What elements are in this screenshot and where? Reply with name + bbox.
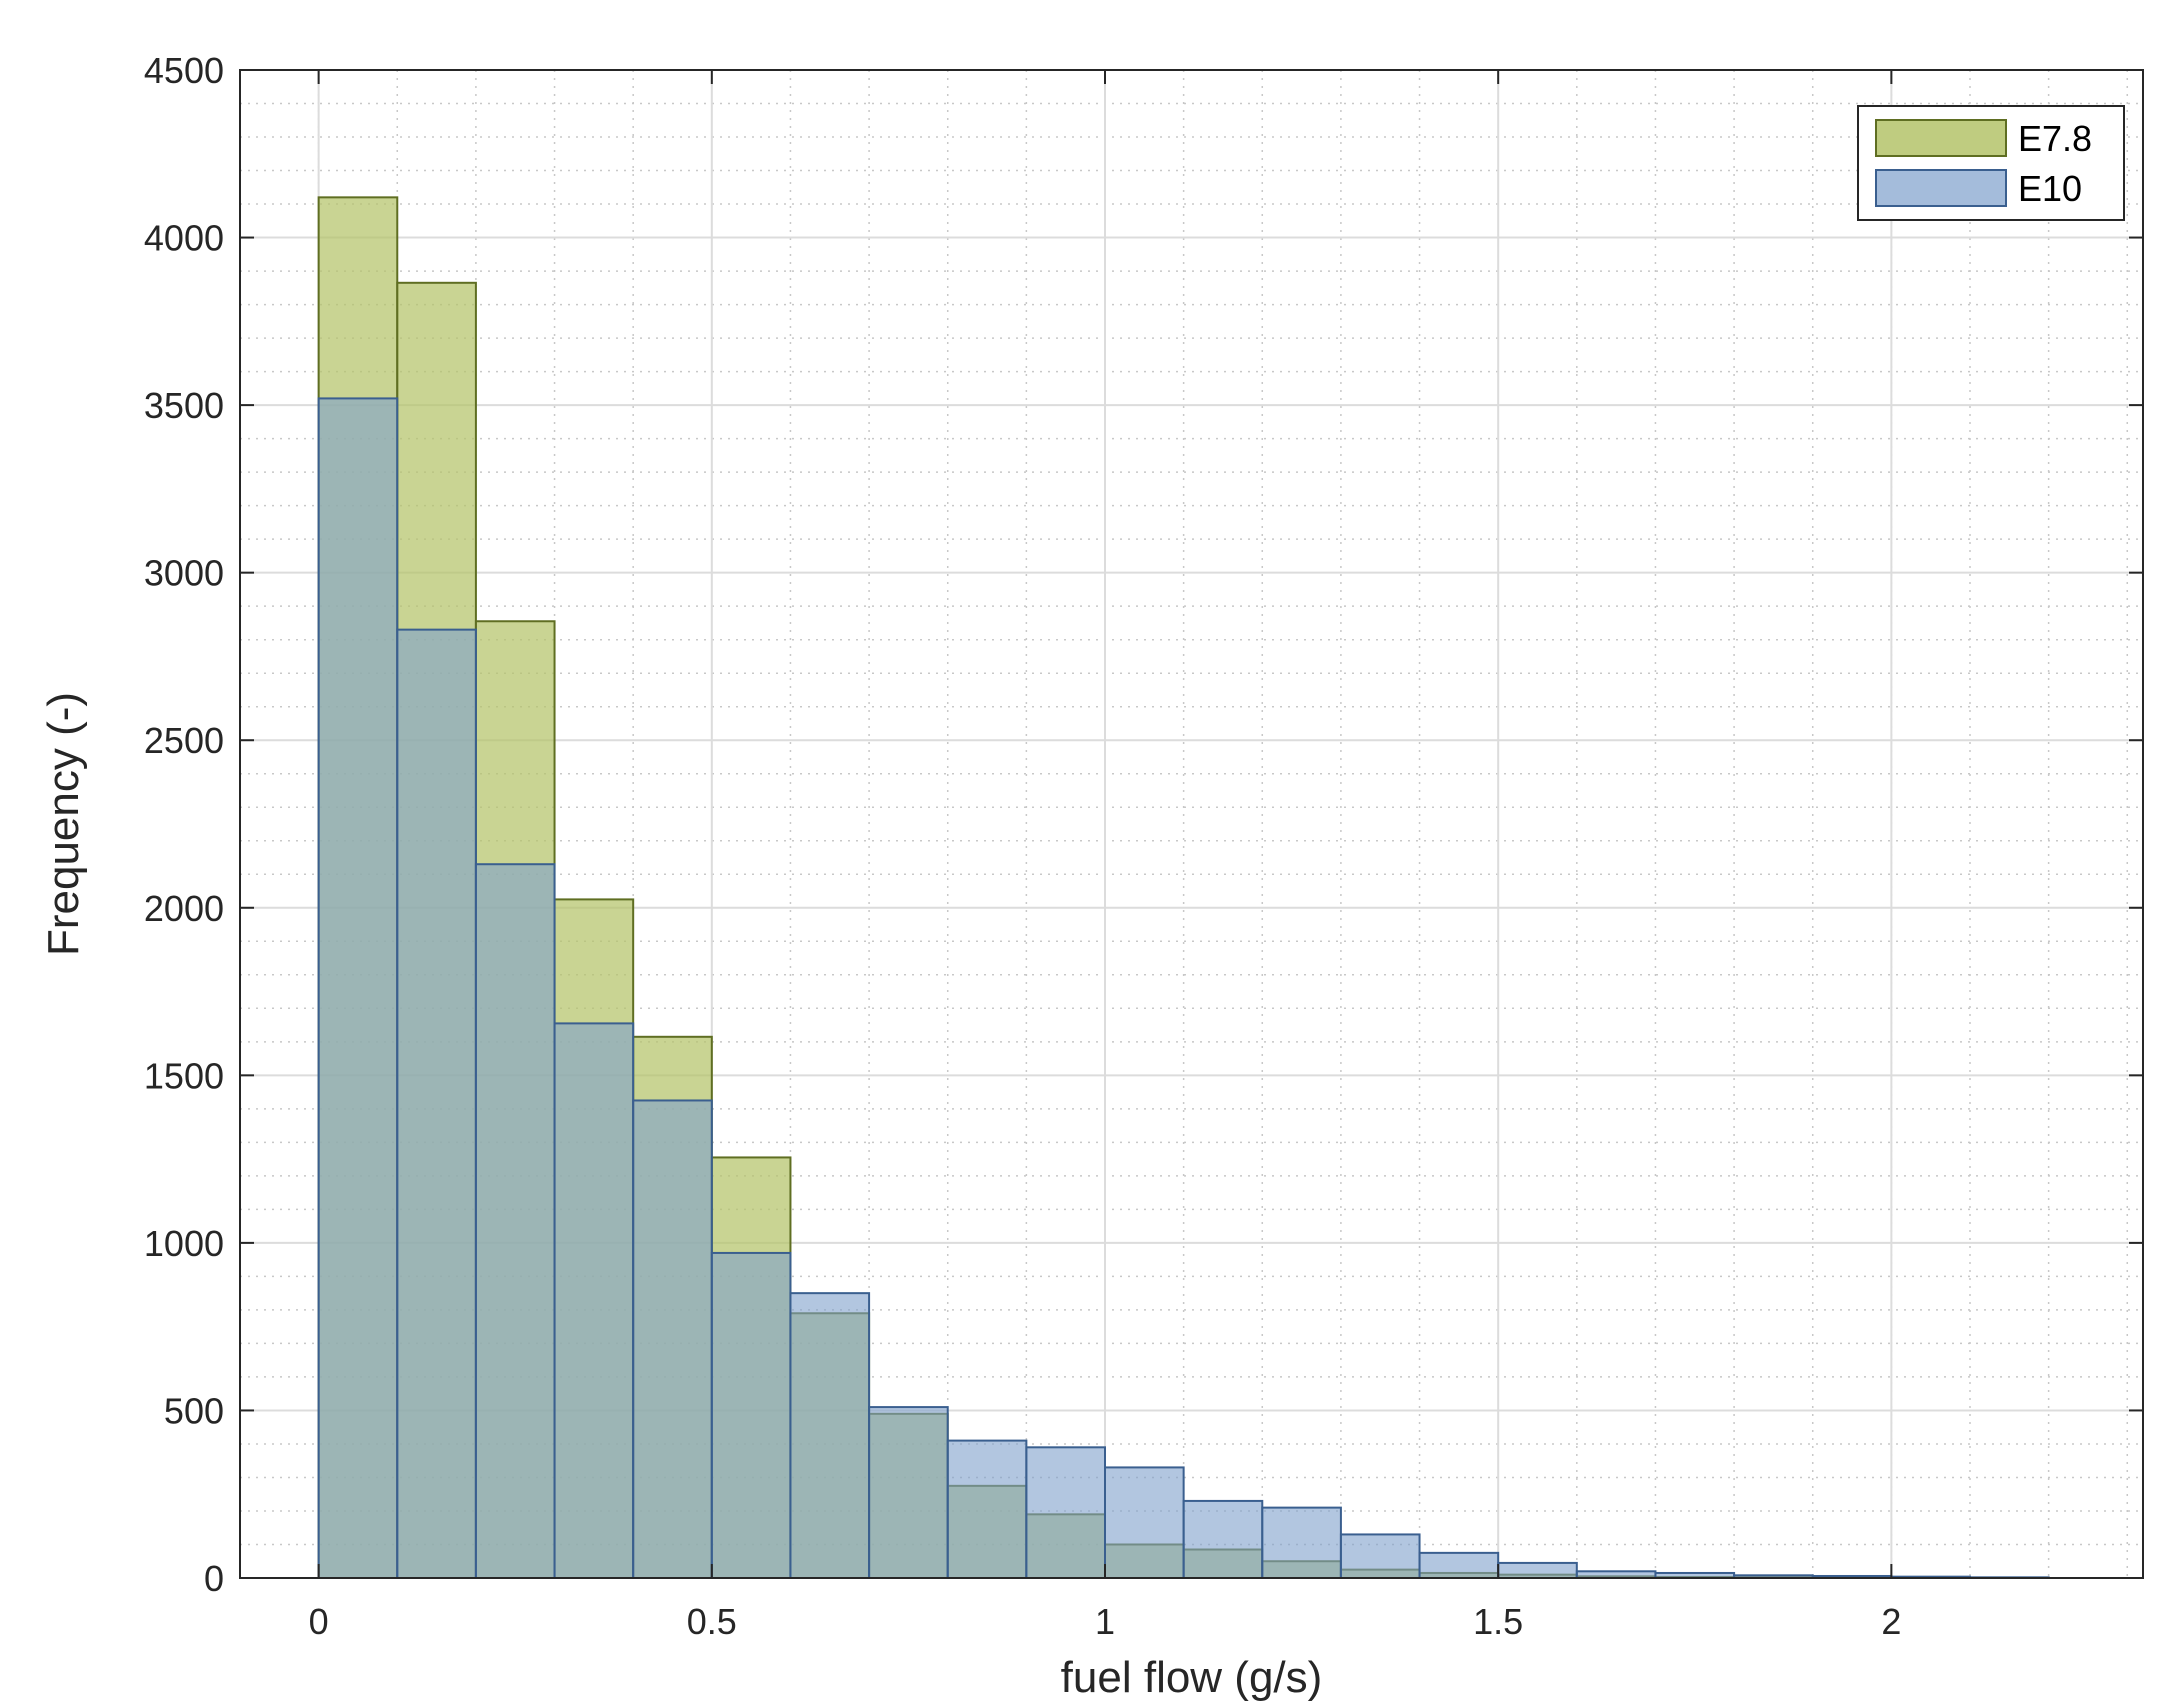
y-tick-label: 4500 — [144, 50, 224, 91]
bar-e10-1 — [396, 628, 477, 1579]
x-tick-label: 0 — [309, 1601, 329, 1642]
bar-e10-8 — [946, 1439, 1028, 1580]
y-tick-label: 1000 — [144, 1223, 224, 1264]
y-tick-label: 2000 — [144, 888, 224, 929]
y-tick-label: 4000 — [144, 218, 224, 259]
y-axis-label: Frequency (-) — [39, 692, 88, 956]
y-tick-label: 1500 — [144, 1055, 224, 1096]
x-axis-ticks: 0 0.5 1 1.5 2 — [309, 70, 1901, 1642]
x-tick-label: 2 — [1881, 1601, 1901, 1642]
bar-e10-10 — [1104, 1466, 1185, 1579]
bar-e10-15 — [1497, 1561, 1578, 1580]
y-tick-label: 3000 — [144, 553, 224, 594]
bar-e10-0 — [317, 397, 399, 1579]
bar-e10-13 — [1339, 1533, 1421, 1579]
x-axis-label: fuel flow (g/s) — [1061, 1653, 1323, 1702]
bar-e10-16 — [1575, 1570, 1657, 1579]
legend-label-e7-8: E7.8 — [2018, 118, 2092, 159]
series-e10-bars — [317, 397, 2050, 1580]
bar-e10-11 — [1182, 1499, 1264, 1579]
plot-frame — [239, 69, 2144, 1579]
bar-e10-14 — [1418, 1551, 1500, 1580]
x-tick-label: 1.5 — [1473, 1601, 1523, 1642]
legend-swatch-e10 — [1875, 169, 2007, 207]
y-axis-ticks: 0 500 1000 1500 2000 2500 3000 3500 4000 4500 — [144, 50, 2143, 1599]
bar-e10-12 — [1261, 1506, 1342, 1580]
x-tick-label: 1 — [1095, 1601, 1115, 1642]
y-tick-label: 0 — [204, 1558, 224, 1599]
bar-e10-5 — [710, 1251, 792, 1580]
bar-e10-3 — [553, 1022, 635, 1579]
x-tick-label: 0.5 — [687, 1601, 737, 1642]
bar-e10-4 — [632, 1099, 713, 1579]
bar-e10-6 — [789, 1292, 871, 1579]
bar-e10-7 — [868, 1406, 949, 1580]
legend-label-e10: E10 — [2018, 168, 2082, 209]
y-tick-label: 3500 — [144, 385, 224, 426]
legend-swatch-e7-8 — [1875, 119, 2007, 157]
y-tick-label: 2500 — [144, 720, 224, 761]
bar-e10-2 — [474, 863, 556, 1579]
y-tick-label: 500 — [164, 1390, 224, 1431]
bar-e10-9 — [1025, 1446, 1107, 1579]
legend: E7.8 E10 — [1857, 105, 2125, 221]
